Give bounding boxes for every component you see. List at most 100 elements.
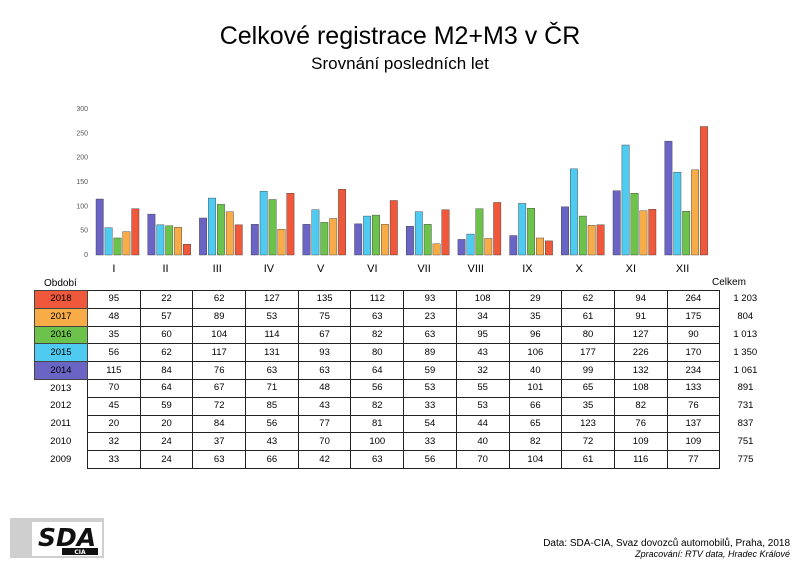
table-cell: 89 (192, 307, 247, 327)
table-cell: 72 (561, 432, 615, 452)
row-year: 2014 (34, 361, 88, 380)
bar-2018-VII (441, 209, 450, 256)
table-cell: 108 (613, 378, 668, 398)
table-cell: 42 (297, 450, 352, 469)
bar-2018-III (234, 224, 243, 256)
bar-2015-VIII (466, 233, 475, 256)
table-cell: 43 (245, 432, 299, 452)
table-header-total: Celkem (712, 277, 746, 288)
y-tick-label: 300 (76, 106, 88, 113)
x-tick-label: VII (417, 263, 430, 275)
table-cell: 59 (403, 361, 457, 380)
bar-2017-X (587, 225, 596, 256)
table-cell: 24 (139, 450, 194, 469)
bar-2016-XII (682, 210, 691, 256)
bar-2016-VII (423, 224, 432, 256)
bar-2018-V (338, 189, 346, 256)
chart-title: Celkové registrace M2+M3 v ČR (219, 22, 581, 50)
table-cell: 65 (561, 378, 615, 398)
y-tick-label: 250 (76, 130, 88, 137)
table-cell: 63 (403, 325, 457, 345)
y-tick-label: 50 (80, 228, 88, 235)
table-row: 2017 48 57 89 53 75 63 23 34 35 61 91 175 804 (34, 307, 771, 327)
table-cell: 81 (350, 414, 405, 434)
table-cell: 76 (666, 396, 721, 416)
table-cell: 106 (508, 343, 563, 363)
table-cell: 53 (245, 307, 299, 327)
bar-2016-VIII (475, 208, 484, 256)
bar-2014-I (95, 198, 104, 256)
table-row: 2011 20 20 84 56 77 81 54 44 65 123 76 137 837 (35, 414, 771, 434)
table-cell: 59 (139, 396, 194, 416)
table-cell: 43 (455, 343, 510, 363)
table-cell: 48 (87, 307, 141, 327)
row-year: 2016 (34, 325, 88, 345)
bar-2015-X (570, 168, 578, 256)
row-year: 2011 (50, 417, 71, 429)
row-total: 751 (737, 435, 754, 447)
table-row: 2013 70 64 67 71 48 56 53 55 101 65 108 133 891 (35, 378, 771, 398)
bar-2017-IV (277, 229, 286, 256)
bar-2017-XII (691, 169, 700, 256)
bar-2014-II (147, 213, 156, 256)
x-tick-label: II (162, 263, 168, 275)
table-cell: 20 (139, 414, 194, 434)
table-row: 2010 32 24 37 43 70 100 33 40 82 72 109 109 751 (35, 432, 771, 452)
bar-2018-II (183, 244, 191, 256)
table-cell: 61 (561, 450, 615, 469)
table-cell: 63 (297, 361, 352, 380)
table-cell: 127 (613, 325, 668, 345)
bar-2017-I (122, 231, 131, 256)
table-row: 2015 56 62 117 131 93 80 89 43 106 177 226 170 1 350 (34, 343, 771, 363)
table-cell: 53 (455, 396, 510, 416)
table-cell: 82 (508, 432, 563, 452)
table-cell: 34 (455, 307, 510, 327)
bar-2018-IV (286, 192, 295, 256)
table-cell: 95 (455, 325, 510, 345)
x-tick-label: III (213, 263, 222, 275)
x-tick-label: XI (626, 263, 636, 275)
table-cell: 40 (508, 361, 563, 380)
row-year: 2018 (34, 290, 88, 309)
table-cell: 72 (192, 396, 247, 416)
bar-2014-VII (406, 226, 414, 256)
bar-2014-XII (664, 140, 673, 256)
table-cell: 127 (245, 290, 299, 309)
table-cell: 61 (561, 307, 615, 327)
table-cell: 65 (508, 414, 563, 434)
table-cell: 37 (192, 432, 247, 452)
table-cell: 80 (561, 325, 615, 345)
table-cell: 35 (561, 396, 615, 416)
table-cell: 56 (245, 414, 299, 434)
table-cell: 56 (350, 378, 405, 398)
table-cell: 109 (666, 432, 721, 452)
row-total: 837 (737, 417, 754, 429)
table-cell: 70 (455, 450, 510, 469)
table-cell: 53 (403, 378, 457, 398)
bar-2017-III (225, 211, 234, 256)
bar-2016-VI (372, 214, 380, 256)
table-cell: 101 (508, 378, 563, 398)
table-cell: 55 (455, 378, 510, 398)
table-cell: 66 (245, 450, 299, 469)
table-cell: 64 (350, 361, 405, 380)
row-total: 1 013 (733, 328, 758, 340)
processing-note: Zpracování: RTV data, Hradec Králové (635, 549, 790, 559)
bar-2016-IX (527, 208, 536, 256)
table-cell: 56 (87, 343, 141, 363)
table-cell: 94 (613, 290, 668, 309)
row-year: 2010 (50, 435, 72, 447)
row-total: 804 (737, 311, 754, 323)
table-cell: 114 (245, 325, 299, 345)
table-cell: 62 (192, 290, 247, 309)
table-cell: 226 (613, 343, 668, 363)
table-row: 2009 33 24 63 66 42 63 56 70 104 61 116 77 775 (35, 450, 771, 469)
bar-2015-VII (414, 211, 423, 256)
table-cell: 63 (192, 450, 247, 469)
table-cell: 35 (508, 307, 563, 327)
table-cell: 264 (666, 290, 721, 309)
table-cell: 66 (508, 396, 563, 416)
bar-2018-VIII (493, 202, 502, 256)
table-cell: 99 (561, 361, 615, 380)
row-year: 2017 (34, 307, 88, 327)
